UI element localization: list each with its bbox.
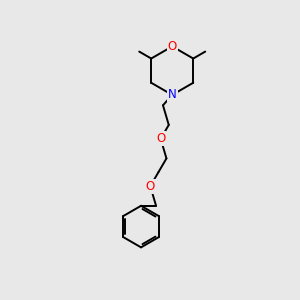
Text: O: O — [156, 132, 165, 145]
Text: N: N — [168, 88, 177, 101]
Text: O: O — [168, 40, 177, 53]
Text: O: O — [146, 180, 155, 193]
